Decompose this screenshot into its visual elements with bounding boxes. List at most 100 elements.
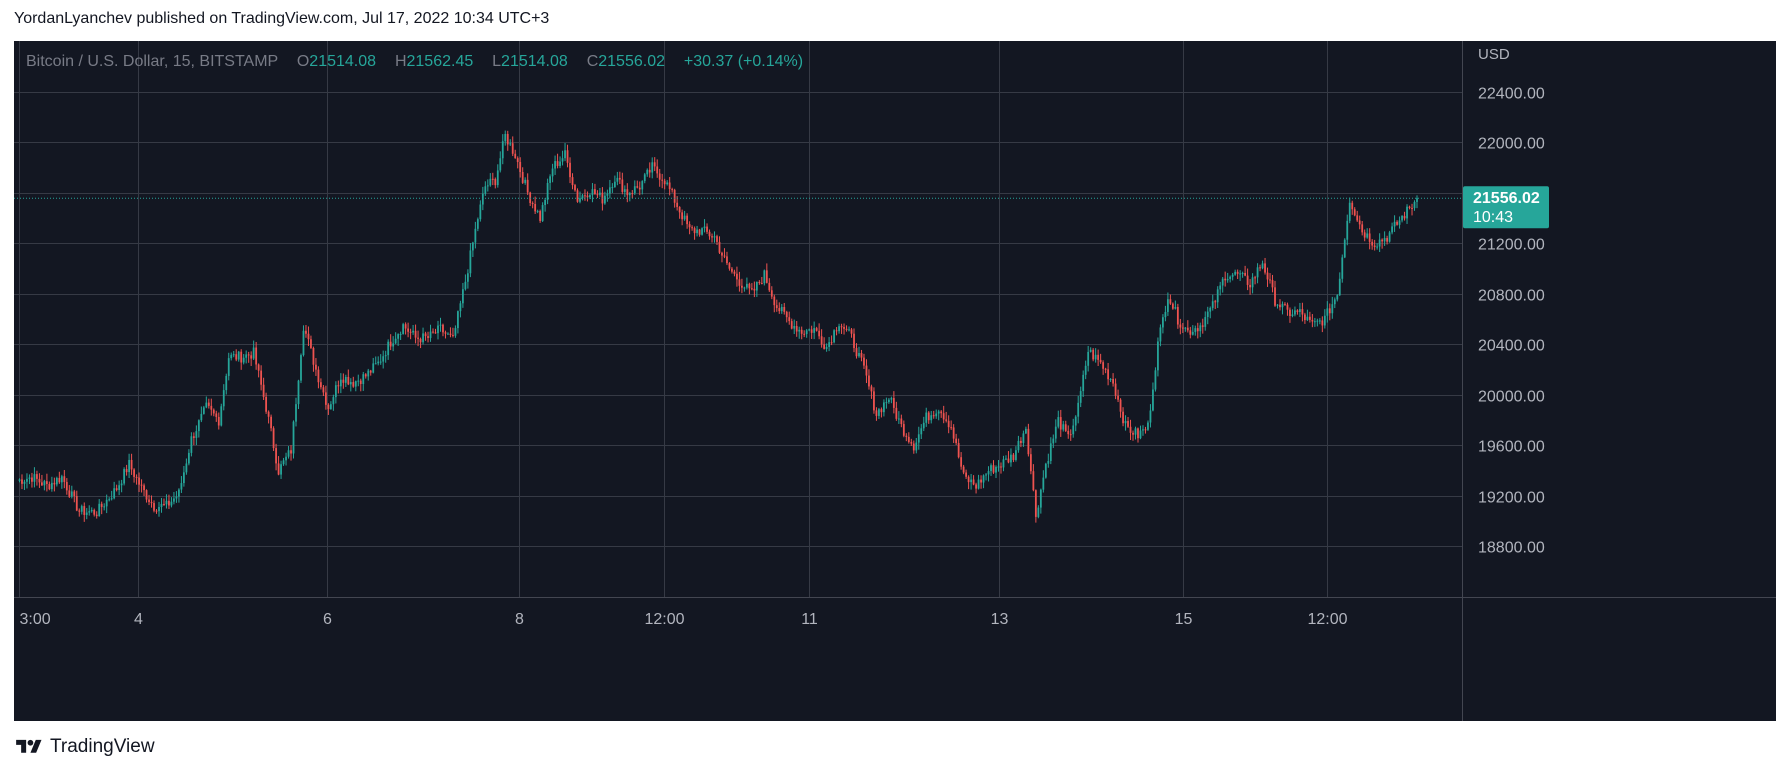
candle-body (215, 413, 218, 417)
candle-body (240, 351, 243, 363)
candle-body (940, 411, 943, 414)
candle-body (1304, 314, 1306, 321)
candle-body (1306, 316, 1309, 321)
candle-body (967, 476, 970, 483)
candle-body (187, 452, 190, 464)
candle-body (1099, 359, 1102, 363)
candle-body (947, 420, 950, 428)
candle-body (544, 199, 547, 206)
candle-body (143, 485, 145, 491)
candle-body (785, 311, 788, 318)
candle-body (68, 490, 71, 497)
candle-body (105, 499, 108, 507)
candlestick-chart[interactable]: 22400.0022000.0021600.0021200.0020800.00… (14, 41, 1776, 721)
candle-body (195, 431, 198, 438)
candle-body (90, 510, 93, 512)
candle-body (55, 477, 58, 485)
candle-body (367, 370, 370, 377)
candle-body (768, 282, 771, 291)
candle-body (576, 190, 579, 202)
candle-body (1358, 220, 1361, 225)
candle-body (1181, 327, 1184, 329)
candle-body (835, 330, 838, 332)
candle-body (1361, 224, 1364, 233)
candle-body (1209, 307, 1212, 312)
candle-body (599, 192, 601, 195)
candle-body (1149, 410, 1152, 423)
low-value: 21514.08 (501, 53, 568, 70)
candle-body (432, 331, 434, 333)
candle-body (793, 325, 796, 329)
candle-body (409, 331, 412, 333)
candle-body (1353, 209, 1356, 216)
candle-body (1002, 459, 1005, 468)
tradingview-footer[interactable]: TradingView (14, 736, 155, 758)
candle-body (1147, 422, 1149, 430)
candle-body (1411, 207, 1413, 209)
candle-body (1331, 304, 1334, 314)
symbol-label[interactable]: Bitcoin / U.S. Dollar, 15, BITSTAMP (26, 53, 278, 70)
candle-body (1311, 319, 1314, 322)
candle-body (1201, 325, 1204, 327)
candle-body (1112, 378, 1114, 384)
candle-body (972, 479, 975, 485)
candle-body (902, 424, 905, 436)
candle-body (696, 229, 698, 234)
candle-body (140, 484, 143, 486)
candle-body (197, 420, 200, 432)
candle-body (678, 206, 681, 213)
candle-body (265, 396, 268, 412)
candle-body (1398, 220, 1401, 225)
candle-body (359, 380, 362, 384)
candle-body (663, 180, 666, 185)
candle-body (910, 442, 913, 444)
candle-body (103, 506, 106, 508)
candle-body (88, 511, 91, 513)
candle-body (711, 236, 713, 238)
candle-body (295, 404, 297, 422)
candle-body (1157, 341, 1159, 371)
candle-body (643, 174, 646, 182)
candle-body (1052, 438, 1055, 444)
candle-body (1176, 307, 1179, 325)
candle-body (364, 374, 367, 377)
candle-body (673, 189, 676, 203)
candle-body (272, 428, 275, 449)
candle-body (1029, 454, 1032, 472)
candle-body (339, 379, 342, 387)
candle-body (394, 338, 397, 344)
candle-body (753, 288, 756, 291)
candle-body (80, 506, 83, 512)
candle-body (1084, 365, 1087, 375)
candle-body (98, 503, 101, 517)
candle-body (397, 334, 400, 339)
candle-body (693, 228, 696, 234)
candle-body (516, 158, 519, 162)
candle-body (788, 317, 791, 322)
candle-body (1124, 420, 1127, 424)
candle-body (980, 479, 982, 483)
candle-body (1119, 399, 1122, 412)
candle-body (960, 457, 963, 467)
candle-body (232, 354, 235, 356)
candle-body (865, 365, 868, 376)
candle-body (33, 474, 36, 482)
candle-body (1241, 272, 1244, 274)
candle-body (738, 279, 741, 286)
candle-body (327, 404, 330, 410)
chart-panel[interactable]: 22400.0022000.0021600.0021200.0020800.00… (14, 41, 1776, 721)
candle-body (466, 273, 469, 282)
candle-body (604, 195, 606, 204)
candle-body (464, 281, 467, 290)
candle-body (1351, 202, 1354, 210)
candle-body (1204, 317, 1207, 327)
candle-body (703, 226, 706, 229)
x-tick-label: 8 (515, 611, 524, 628)
candle-body (452, 334, 454, 336)
candle-body (1109, 378, 1112, 380)
candle-body (1162, 317, 1164, 328)
candle-body (1054, 426, 1057, 439)
candle-body (334, 385, 337, 398)
candle-body (1249, 284, 1251, 288)
candle-body (1129, 426, 1132, 433)
